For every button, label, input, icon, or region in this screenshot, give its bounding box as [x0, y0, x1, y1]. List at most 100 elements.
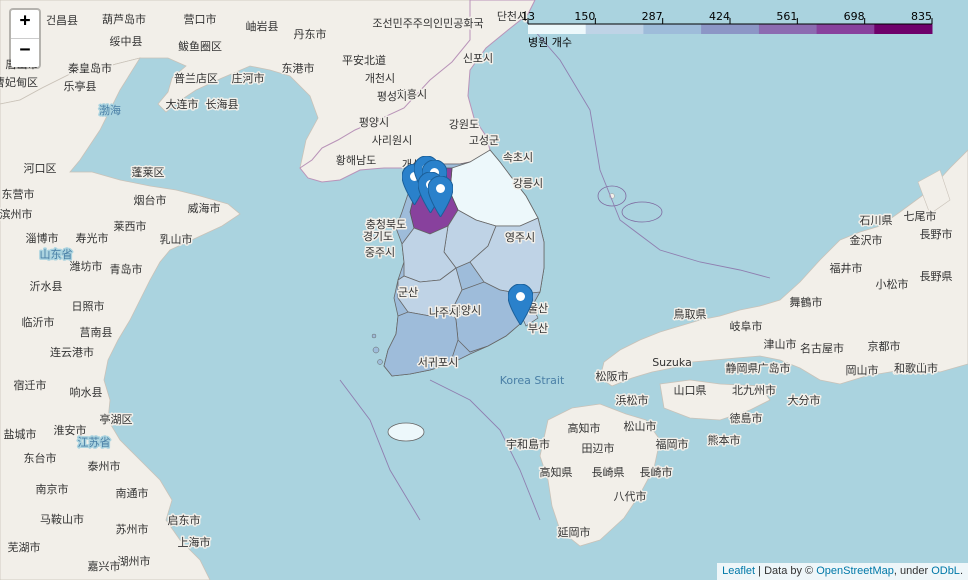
- region-jeonnam: [383, 309, 459, 377]
- map-place-label: 潍坊市: [70, 259, 103, 273]
- map-place-label: 寿光市: [76, 231, 109, 245]
- map-place-label: 長野市: [920, 227, 953, 241]
- map-marker-pin-icon[interactable]: [427, 175, 454, 218]
- map-place-label: 南通市: [116, 486, 149, 500]
- map-place-label: 七尾市: [904, 209, 937, 223]
- map-place-label: 浜松市: [616, 393, 649, 407]
- map-place-label: 熊本市: [708, 433, 741, 447]
- map-place-label: 烟台市: [134, 193, 167, 207]
- map-place-label: 湖州市: [118, 554, 151, 568]
- map-place-label: 鲅鱼圈区: [178, 39, 222, 53]
- map-place-label: 밀양시: [451, 304, 481, 317]
- map-place-label: 马鞍山市: [40, 512, 84, 526]
- map-place-label: 福岡市: [656, 437, 689, 451]
- map-sea-label: 渤海: [99, 103, 121, 117]
- map-place-label: 青岛市: [110, 262, 143, 276]
- map-place-label: 강릉시: [513, 177, 543, 190]
- map-place-label: 威海市: [188, 201, 221, 215]
- legend-swatch: [701, 24, 760, 34]
- land-north-korea: [299, 0, 536, 183]
- map-place-label: 岐阜市: [730, 319, 763, 333]
- legend-tick-label: 287: [642, 10, 663, 23]
- map-place-label: 连云港市: [50, 345, 94, 359]
- map-place-label: 临沂市: [22, 315, 55, 329]
- map-place-label: 秦皇岛市: [68, 61, 112, 75]
- map-place-label: 京都市: [868, 339, 901, 353]
- map-place-label: 조선민주주의인민공화국: [372, 17, 483, 30]
- land-kyushu: [539, 403, 661, 547]
- map-place-label: 绥中县: [110, 35, 143, 48]
- legend-tick-label: 698: [844, 10, 865, 23]
- legend-colorbar: 13 150 287 424 561 698 835 병원 개수: [521, 10, 933, 49]
- map-place-label: 田辺市: [582, 441, 615, 455]
- map-place-label: 나주시: [429, 306, 459, 319]
- map-place-label: 군산: [398, 286, 418, 299]
- map-place-label: 盐城市: [4, 427, 37, 441]
- map-place-label: 启东市: [168, 513, 201, 527]
- zoom-in-button[interactable]: +: [11, 10, 39, 39]
- map-place-label: 건昌县: [46, 14, 78, 27]
- legend-tick-label: 835: [911, 10, 932, 23]
- legend-tick-label: 150: [574, 10, 595, 23]
- osm-link[interactable]: OpenStreetMap: [816, 565, 894, 577]
- map-marker-pin-icon[interactable]: [507, 283, 534, 326]
- zoom-out-button[interactable]: −: [19, 39, 31, 60]
- odbl-link[interactable]: ODbL: [931, 565, 960, 577]
- legend-caption: 병원 개수: [528, 36, 572, 49]
- map-place-label: 亭湖区: [100, 412, 133, 426]
- map-place-label: 平安北道: [342, 53, 386, 67]
- map-place-label: 속초시: [503, 151, 533, 164]
- map-place-label: 东营市: [2, 187, 35, 201]
- map-place-label: 响水县: [70, 386, 103, 399]
- map-place-label: 高知県: [540, 465, 573, 479]
- map-place-label: 莒南县: [80, 326, 113, 339]
- land-shikoku: [659, 379, 771, 421]
- map-place-label: 芜湖市: [8, 540, 41, 554]
- map-place-label: 北九州市: [732, 383, 776, 397]
- map-place-label: 和歌山市: [894, 361, 938, 375]
- map-place-label: 八代市: [614, 489, 647, 503]
- region-jeju: [387, 422, 425, 442]
- map-place-label: 서귀포시: [418, 356, 458, 369]
- map-place-label: 广岛市: [758, 361, 791, 375]
- map-place-label: 중주시: [365, 246, 395, 259]
- map-place-label: 고성군: [469, 134, 499, 147]
- map-place-label: 강원도: [449, 118, 479, 131]
- map-place-label: 静岡県: [726, 361, 759, 375]
- map-place-label: 延岡市: [558, 525, 591, 539]
- map-place-label: 蓬莱区: [132, 166, 165, 179]
- map-place-label: 名古屋市: [800, 341, 844, 355]
- map-place-label: 울산: [528, 302, 548, 315]
- map-place-label: 普兰店区: [174, 71, 218, 85]
- land-east-china: [0, 57, 241, 580]
- map-place-label: 경기도: [363, 230, 393, 243]
- legend-swatch: [643, 24, 702, 34]
- map-place-label: Suzuka: [652, 356, 692, 369]
- map-place-label: 淮安市: [54, 423, 87, 437]
- map-place-label: 营口市: [184, 12, 217, 26]
- leaflet-link[interactable]: Leaflet: [722, 565, 756, 577]
- map-place-label: 山口県: [674, 384, 707, 397]
- attribution-sep: | Data by ©: [755, 565, 817, 577]
- map-place-label: 河口区: [24, 162, 57, 175]
- legend-tick-label: 424: [709, 10, 730, 23]
- map-place-label: 평성시: [377, 90, 407, 103]
- map-place-label: 松山市: [624, 419, 657, 433]
- map-place-label: 东港市: [282, 61, 315, 75]
- map-place-label: 苏州市: [116, 522, 149, 536]
- map-sea-label: Korea Strait: [500, 374, 565, 387]
- map-place-label: 長野県: [920, 270, 953, 283]
- map-sea-label: 山东省: [40, 248, 73, 261]
- legend-swatch: [874, 24, 933, 34]
- map-place-label: 兵庫県: [894, 361, 927, 375]
- map-place-label: 南京市: [36, 482, 69, 496]
- map-place-label: 葫芦岛市: [102, 12, 146, 26]
- legend-tick-label: 13: [521, 10, 535, 23]
- map-place-label: 乳山市: [160, 232, 193, 246]
- zoom-control: + −: [9, 8, 41, 69]
- map-place-label: 莱西市: [114, 219, 147, 233]
- map-place-label: 평양시: [359, 116, 389, 129]
- map-place-label: 淄博市: [26, 231, 59, 245]
